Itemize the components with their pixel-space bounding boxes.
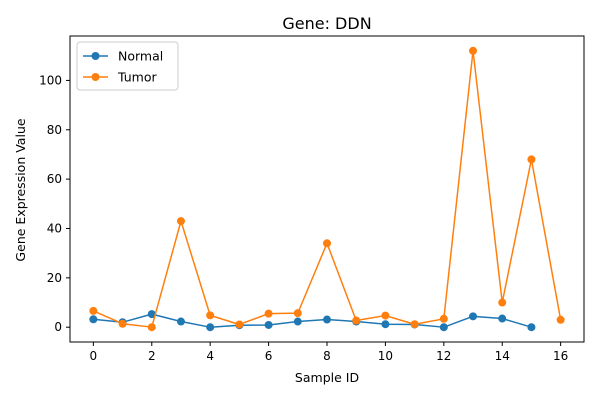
tumor-data-point bbox=[293, 309, 302, 318]
tumor-data-point bbox=[439, 314, 448, 323]
normal-data-point bbox=[206, 323, 215, 332]
plot-area bbox=[89, 46, 565, 332]
legend-normal-label: Normal bbox=[118, 49, 163, 64]
tumor-data-point bbox=[556, 315, 565, 324]
normal-data-point bbox=[147, 310, 156, 319]
normal-data-point bbox=[381, 320, 390, 329]
tumor-data-point bbox=[498, 298, 507, 307]
tumor-data-point bbox=[147, 323, 156, 332]
y-tick-label: 60 bbox=[47, 172, 62, 186]
x-tick-label: 2 bbox=[148, 349, 156, 363]
legend-box bbox=[76, 41, 179, 91]
normal-data-point bbox=[176, 317, 185, 326]
tumor-data-point bbox=[264, 309, 273, 318]
normal-data-point bbox=[323, 315, 331, 324]
tumor-data-point bbox=[527, 155, 536, 164]
x-tick-label: 10 bbox=[378, 349, 393, 363]
x-tick-label: 12 bbox=[436, 349, 451, 363]
legend-normal-marker bbox=[91, 52, 100, 60]
y-axis-label: Gene Expression Value bbox=[13, 118, 28, 261]
normal-data-point bbox=[293, 317, 302, 326]
y-tick-label: 80 bbox=[47, 123, 62, 137]
normal-data-point bbox=[469, 312, 478, 321]
tumor-data-point bbox=[381, 311, 390, 320]
normal-data-point bbox=[89, 315, 98, 324]
y-tick-label: 20 bbox=[47, 271, 62, 285]
normal-data-point bbox=[439, 323, 448, 332]
tumor-data-point bbox=[323, 239, 331, 248]
normal-data-point bbox=[264, 320, 273, 329]
tumor-data-point bbox=[410, 320, 419, 329]
x-tick-label: 16 bbox=[553, 349, 568, 363]
y-tick-label: 0 bbox=[54, 320, 62, 334]
x-tick-label: 6 bbox=[265, 349, 273, 363]
x-tick-label: 14 bbox=[495, 349, 510, 363]
x-axis-label: Sample ID bbox=[295, 370, 359, 385]
tumor-data-point bbox=[206, 311, 215, 320]
y-tick-label: 40 bbox=[47, 221, 62, 235]
tumor-data-point bbox=[118, 319, 127, 328]
legend: Normal Tumor bbox=[76, 41, 179, 91]
tumor-data-point bbox=[352, 316, 361, 325]
normal-series-line bbox=[93, 313, 532, 328]
x-tick-label: 8 bbox=[323, 349, 331, 363]
axis-ticks: 0 2 4 6 8 10 12 14 16 0 20 40 60 80 100 bbox=[39, 73, 568, 363]
plot-frame bbox=[69, 35, 585, 343]
tumor-data-point bbox=[235, 320, 244, 329]
normal-data-point bbox=[498, 314, 507, 323]
legend-tumor-marker bbox=[91, 73, 100, 81]
tumor-data-point bbox=[89, 306, 98, 315]
y-tick-label: 100 bbox=[39, 73, 62, 87]
chart-title: Gene: DDN bbox=[282, 14, 371, 33]
tumor-data-point bbox=[176, 217, 185, 226]
x-tick-label: 0 bbox=[90, 349, 98, 363]
x-tick-label: 4 bbox=[206, 349, 214, 363]
legend-tumor-label: Tumor bbox=[117, 70, 157, 85]
normal-data-point bbox=[527, 323, 536, 332]
tumor-data-point bbox=[469, 46, 478, 55]
